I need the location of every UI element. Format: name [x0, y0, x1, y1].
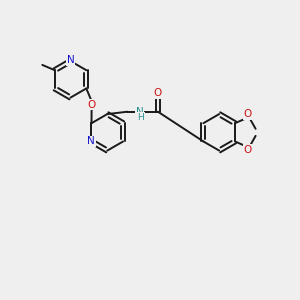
- Text: N: N: [67, 56, 74, 65]
- Text: O: O: [88, 100, 96, 110]
- Text: N: N: [136, 107, 144, 117]
- Text: H: H: [137, 112, 144, 122]
- Text: N: N: [87, 136, 95, 146]
- Text: O: O: [244, 145, 252, 155]
- Text: O: O: [244, 110, 252, 119]
- Text: O: O: [154, 88, 162, 98]
